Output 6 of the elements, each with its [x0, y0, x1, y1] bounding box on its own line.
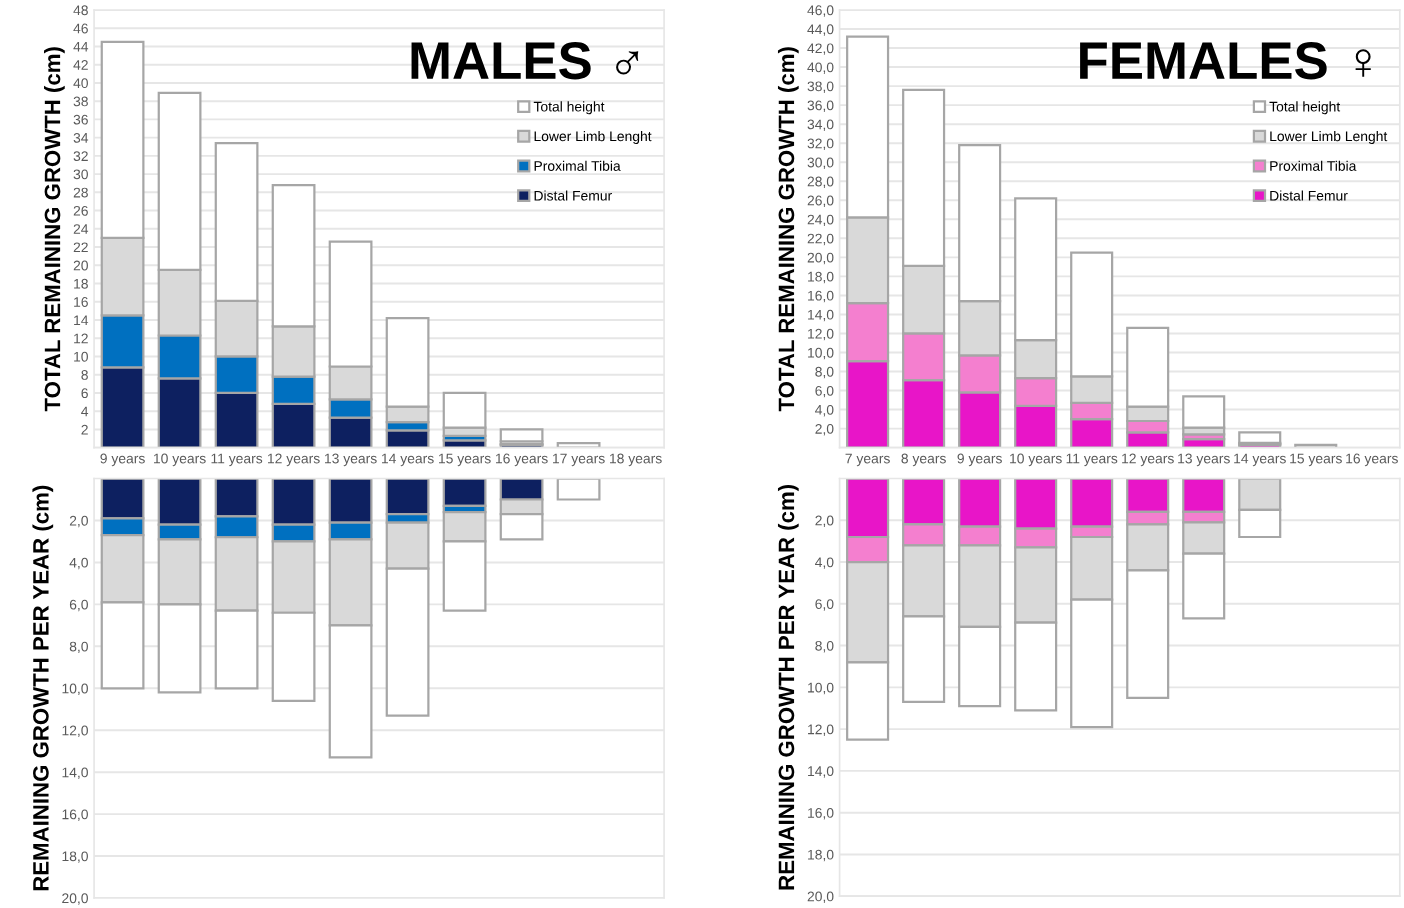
y-axis-title: TOTAL REMAINING GROWTH (cm)	[777, 47, 799, 412]
y-axis-title: REMAINING GROWTH PER YEAR (cm)	[777, 484, 799, 890]
chart-title: FEMALES ♀	[1080, 42, 1371, 80]
y-axis-title: TOTAL REMAINING GROWTH (cm)	[44, 47, 65, 412]
chart-title: MALES ♂	[411, 42, 639, 80]
y-axis-title: REMAINING GROWTH PER YEAR (cm)	[32, 485, 54, 891]
